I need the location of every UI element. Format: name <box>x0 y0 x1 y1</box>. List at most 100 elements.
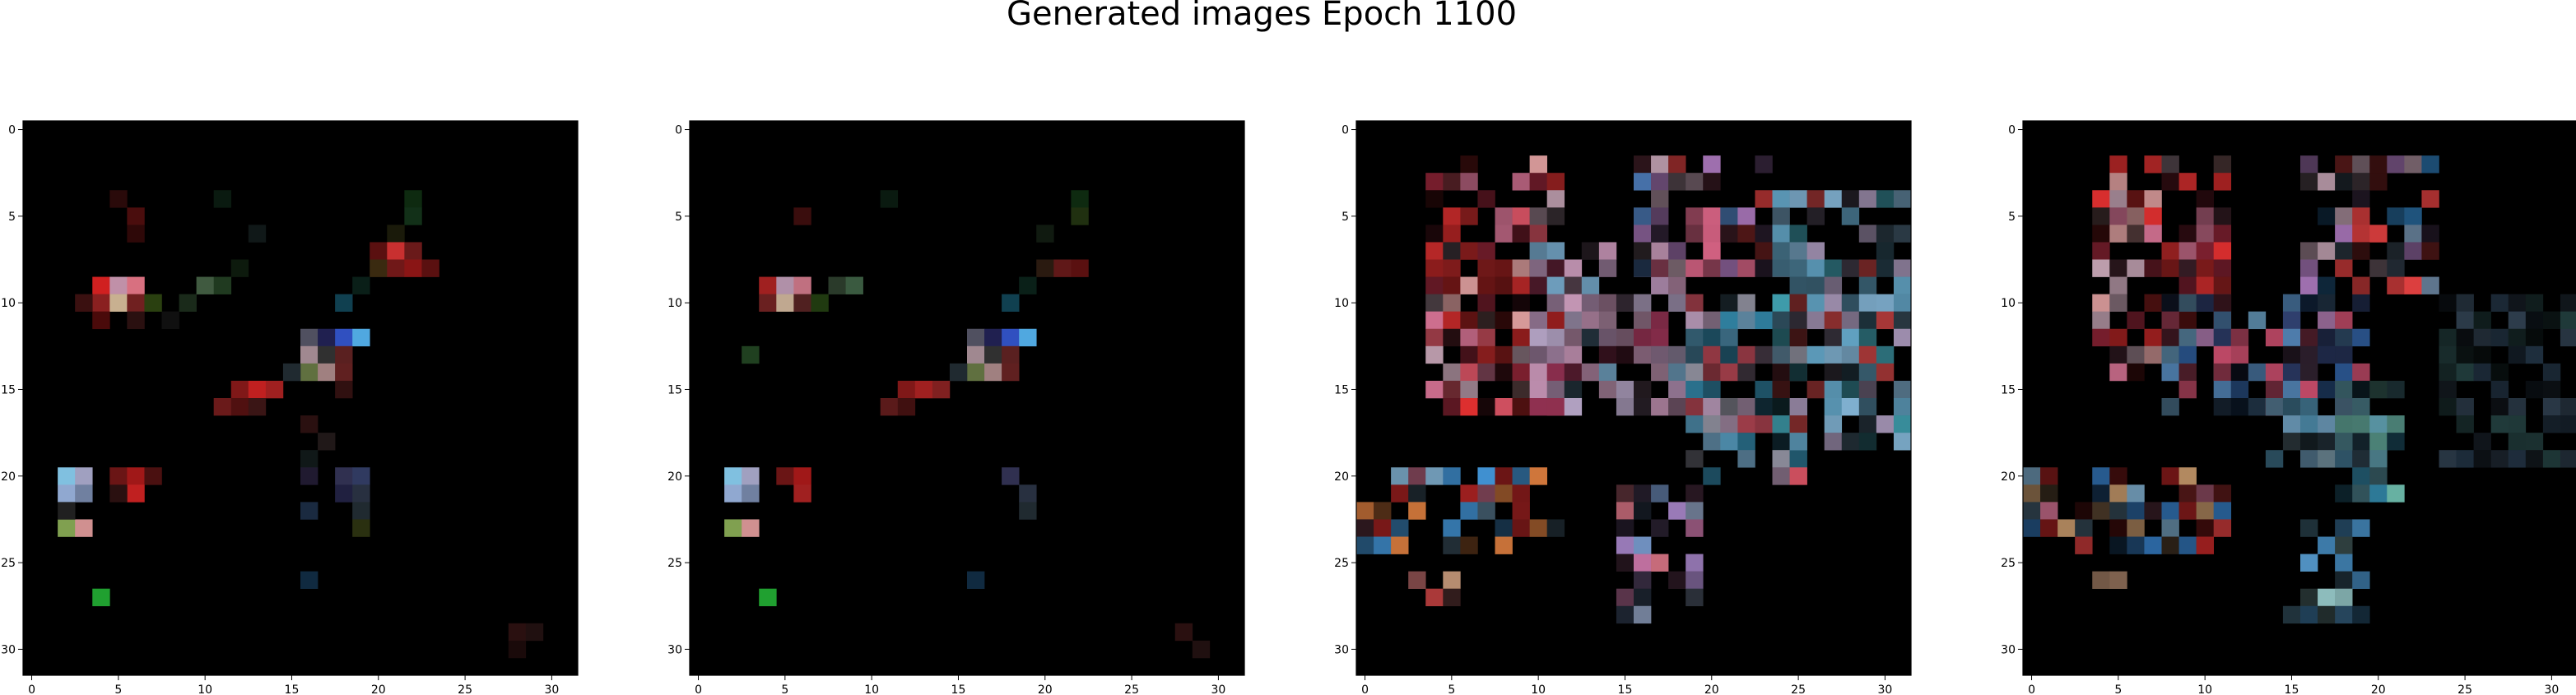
pixel <box>1546 190 1565 208</box>
pixel <box>1876 242 1895 260</box>
pixel <box>387 242 405 260</box>
pixel <box>1460 398 1478 416</box>
pixel <box>1651 484 1669 503</box>
pixel <box>2352 605 2370 624</box>
pixel <box>1824 345 1843 364</box>
x-tick-label: 0 <box>28 683 35 695</box>
pixel <box>2282 415 2301 433</box>
y-tick-label: 0 <box>675 124 682 137</box>
pixel <box>1425 225 1444 243</box>
pixel <box>1755 242 1773 260</box>
pixel <box>75 484 93 503</box>
pixel <box>1616 588 1634 607</box>
pixel <box>1772 433 1790 451</box>
pixel <box>1651 345 1669 364</box>
pixel <box>2213 155 2232 174</box>
pixel <box>1616 294 1634 312</box>
pixel <box>1634 571 1652 589</box>
pixel <box>1495 207 1513 225</box>
pixel <box>1789 450 1807 468</box>
pixel <box>1720 415 1738 433</box>
pixel <box>1529 398 1547 416</box>
pixel <box>144 467 162 485</box>
pixel <box>1703 173 1721 191</box>
pixel <box>1374 536 1392 554</box>
pixel <box>2161 398 2179 416</box>
pixel <box>318 345 336 364</box>
pixel <box>387 225 405 243</box>
pixel <box>2282 294 2301 312</box>
pixel <box>2352 207 2370 225</box>
pixel <box>1495 345 1513 364</box>
pixel <box>2196 502 2214 520</box>
pixel <box>2196 225 2214 243</box>
pixel <box>230 380 249 399</box>
pixel <box>2318 311 2336 330</box>
pixel <box>1002 467 1020 485</box>
x-tick-label: 15 <box>2285 683 2299 695</box>
pixel <box>1703 311 1721 330</box>
pixel <box>1546 519 1565 537</box>
pixel <box>300 571 319 589</box>
pixel <box>1002 294 1020 312</box>
pixel <box>1772 242 1790 260</box>
pixel <box>2109 345 2127 364</box>
pixel <box>1581 276 1600 294</box>
figure-title: Generated images Epoch 1100 <box>1007 0 1517 33</box>
image-panel: 0 5 10 15 20 25 30 0 5 10 15 20 25 30 <box>667 120 1245 695</box>
pixel <box>2404 242 2422 260</box>
pixel <box>1634 225 1652 243</box>
y-tick-label: 5 <box>8 211 16 224</box>
pixel <box>1356 502 1374 520</box>
pixel <box>1477 190 1495 208</box>
pixel <box>2092 225 2110 243</box>
pixel <box>2352 328 2370 347</box>
pixel <box>2352 571 2370 589</box>
pixel <box>2404 276 2422 294</box>
pixel <box>1634 242 1652 260</box>
pixel <box>1789 311 1807 330</box>
pixel <box>127 294 145 312</box>
pixel <box>1841 207 1860 225</box>
pixel <box>2196 259 2214 277</box>
pixel <box>1668 345 1686 364</box>
pixel <box>2490 328 2509 347</box>
pixel <box>2092 311 2110 330</box>
pixel <box>1686 328 1704 347</box>
pixel <box>1686 415 1704 433</box>
pixel <box>1686 207 1704 225</box>
pixel <box>300 328 319 347</box>
pixel <box>1824 415 1843 433</box>
pixel <box>2127 311 2145 330</box>
pixel <box>1841 398 1860 416</box>
y-tick-label: 20 <box>2001 470 2016 484</box>
pixel <box>967 363 985 382</box>
pixel <box>2144 536 2162 554</box>
pixel <box>1356 536 1374 554</box>
pixel <box>1703 415 1721 433</box>
pixel <box>1443 398 1461 416</box>
pixel <box>2439 328 2457 347</box>
pixel <box>1789 433 1807 451</box>
y-tick-label: 20 <box>667 470 682 484</box>
pixel <box>2560 311 2576 330</box>
pixel <box>1460 345 1478 364</box>
pixel <box>1634 502 1652 520</box>
pixel <box>2161 155 2179 174</box>
pixel <box>2439 380 2457 399</box>
pixel <box>1668 398 1686 416</box>
pixel <box>2369 467 2388 485</box>
pixel <box>1668 571 1686 589</box>
pixel <box>2248 363 2267 382</box>
pixel <box>1546 173 1565 191</box>
x-tick-label: 10 <box>2197 683 2212 695</box>
pixel <box>2318 450 2336 468</box>
pixel <box>1598 328 1617 347</box>
pixel <box>58 502 76 520</box>
pixel <box>2490 294 2509 312</box>
pixel <box>1841 363 1860 382</box>
pixel <box>2109 207 2127 225</box>
pixel <box>1477 259 1495 277</box>
pixel <box>880 398 899 416</box>
pixel <box>1529 380 1547 399</box>
